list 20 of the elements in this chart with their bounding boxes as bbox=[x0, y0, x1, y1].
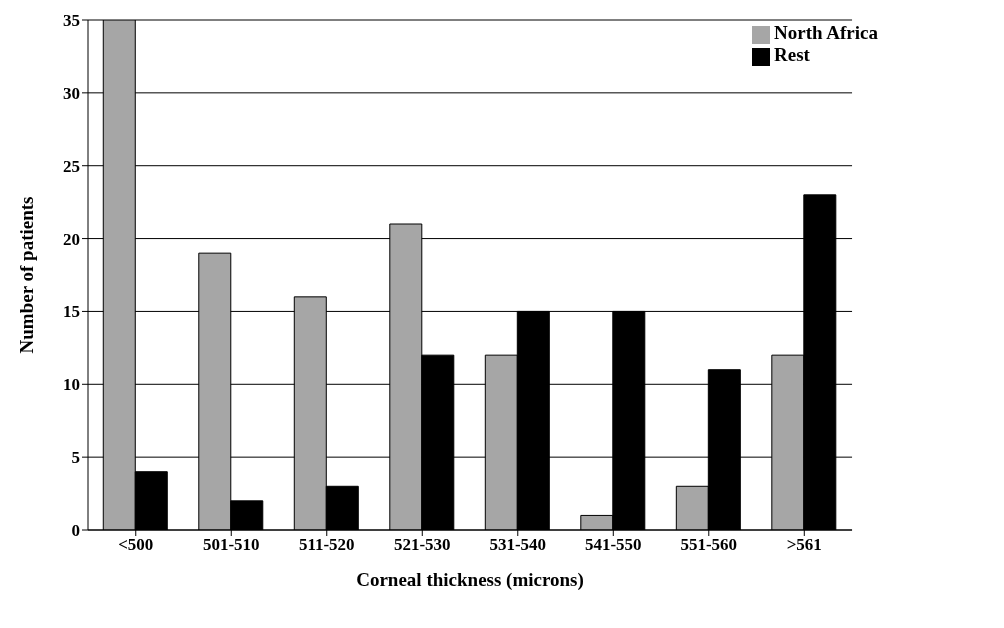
y-tick-label: 5 bbox=[71, 448, 80, 468]
y-tick-label: 0 bbox=[71, 521, 80, 541]
y-tick-label: 25 bbox=[63, 156, 80, 176]
legend-label: North Africa bbox=[774, 22, 878, 43]
x-tick-label: 501-510 bbox=[202, 535, 260, 555]
x-tick-label: >561 bbox=[786, 535, 822, 555]
x-tick-label: 521-530 bbox=[393, 535, 451, 555]
y-tick-label: 10 bbox=[63, 375, 80, 395]
x-axis-title: Corneal thickness (microns) bbox=[356, 569, 584, 591]
x-tick-label: 541-550 bbox=[584, 535, 642, 555]
y-tick-label: 30 bbox=[63, 83, 80, 103]
y-tick-label: 20 bbox=[63, 229, 80, 249]
x-tick-label: <500 bbox=[118, 535, 154, 555]
x-tick-label: 551-560 bbox=[680, 535, 738, 555]
y-tick-label: 15 bbox=[63, 302, 80, 322]
x-tick-label: 531-540 bbox=[489, 535, 547, 555]
y-tick-label: 35 bbox=[63, 11, 80, 31]
y-axis-title: Number of patients bbox=[15, 196, 37, 354]
legend-label: Rest bbox=[774, 44, 810, 65]
x-tick-label: 511-520 bbox=[298, 535, 355, 555]
